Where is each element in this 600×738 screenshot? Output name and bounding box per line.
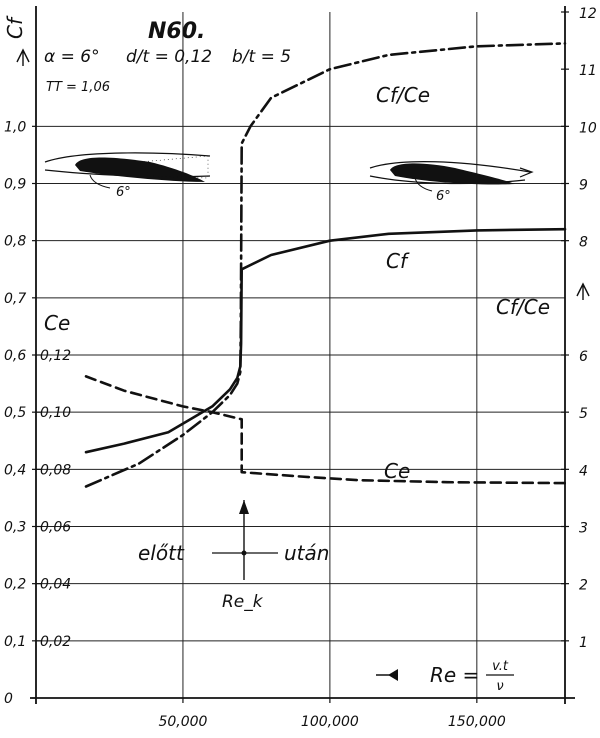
param-alpha: α = 6°: [44, 47, 100, 67]
inner-tick-label: 0,02: [40, 634, 71, 650]
left-tick-label: 1,0: [4, 119, 26, 135]
inner-tick-label: 0,06: [40, 520, 71, 536]
inner-tick-label: 0,04: [40, 577, 71, 593]
right-tick-label: 2: [579, 578, 588, 594]
right-axis-arrow: [576, 282, 590, 300]
inner-axis-label: Ce: [44, 311, 70, 335]
series-line-cf-ce: [84, 42, 567, 488]
airfoil-sketch-before: 6°: [44, 152, 211, 200]
inner-tick-label: 0,12: [40, 348, 71, 364]
label-cf-ce: Cf/Ce: [376, 83, 430, 107]
x-axis-label-den: ν: [496, 679, 503, 694]
left-tick-label: 0,6: [4, 348, 26, 364]
svg-text:6°: 6°: [436, 189, 451, 204]
x-tick-label: 100,000: [301, 714, 359, 730]
right-tick-label: 3: [579, 521, 588, 537]
inner-tick-label: 0,08: [40, 462, 71, 478]
x-axis-label-lhs: Re =: [430, 663, 479, 687]
left-axis-label: Cf: [3, 15, 27, 39]
left-tick-label: 0,7: [4, 291, 26, 307]
x-tick-label: 150,000: [448, 714, 506, 730]
label-ce: Ce: [384, 459, 410, 483]
airfoil-sketch-after: 6°: [369, 161, 534, 204]
param-tt: TT = 1,06: [46, 80, 110, 95]
right-tick-label: 1: [579, 635, 588, 651]
label-before: előtt: [138, 541, 185, 565]
right-axis-label: Cf/Ce: [496, 295, 550, 319]
right-tick-label: 5: [579, 406, 588, 422]
chart-title: N60.: [148, 19, 205, 44]
right-tick-label: 10: [579, 120, 597, 136]
left-tick-label: 0,3: [4, 520, 26, 536]
left-axis-arrow: [16, 48, 30, 66]
critical-re-marker: [212, 500, 278, 580]
tick-labels: 0 0,1 0,2 0,3 0,4 0,5 0,6 0,7 0,8 0,9 1,0 0,02 0,04 0…: [4, 6, 597, 730]
x-axis-label-num: v.t: [492, 659, 509, 674]
label-re-critical: Re_k: [222, 592, 264, 612]
label-cf: Cf: [386, 249, 410, 273]
svg-text:6°: 6°: [116, 185, 131, 200]
label-after: után: [284, 541, 329, 565]
param-b-t: b/t = 5: [232, 47, 291, 67]
grid-lines: [36, 12, 565, 698]
x-axis-formula: [376, 669, 514, 681]
right-tick-label: 8: [579, 235, 588, 251]
right-tick-label: 11: [579, 63, 597, 79]
series-lines: [84, 42, 567, 488]
left-tick-label: 0,8: [4, 234, 26, 250]
left-tick-label: 0,9: [4, 177, 26, 193]
right-tick-label: 12: [579, 6, 597, 22]
series-line-ce: [84, 375, 567, 485]
x-tick-label: 50,000: [158, 714, 207, 730]
left-tick-label: 0: [4, 691, 13, 707]
right-tick-label: 4: [579, 463, 588, 479]
left-tick-label: 0,5: [4, 405, 26, 421]
left-tick-label: 0,4: [4, 462, 26, 478]
inner-tick-label: 0,10: [40, 405, 71, 421]
left-tick-label: 0,1: [4, 634, 26, 650]
series-line-cf: [84, 227, 567, 454]
right-tick-label: 6: [579, 349, 588, 365]
left-tick-label: 0,2: [4, 577, 26, 593]
right-tick-label: 9: [579, 178, 588, 194]
param-d-t: d/t = 0,12: [126, 47, 212, 67]
